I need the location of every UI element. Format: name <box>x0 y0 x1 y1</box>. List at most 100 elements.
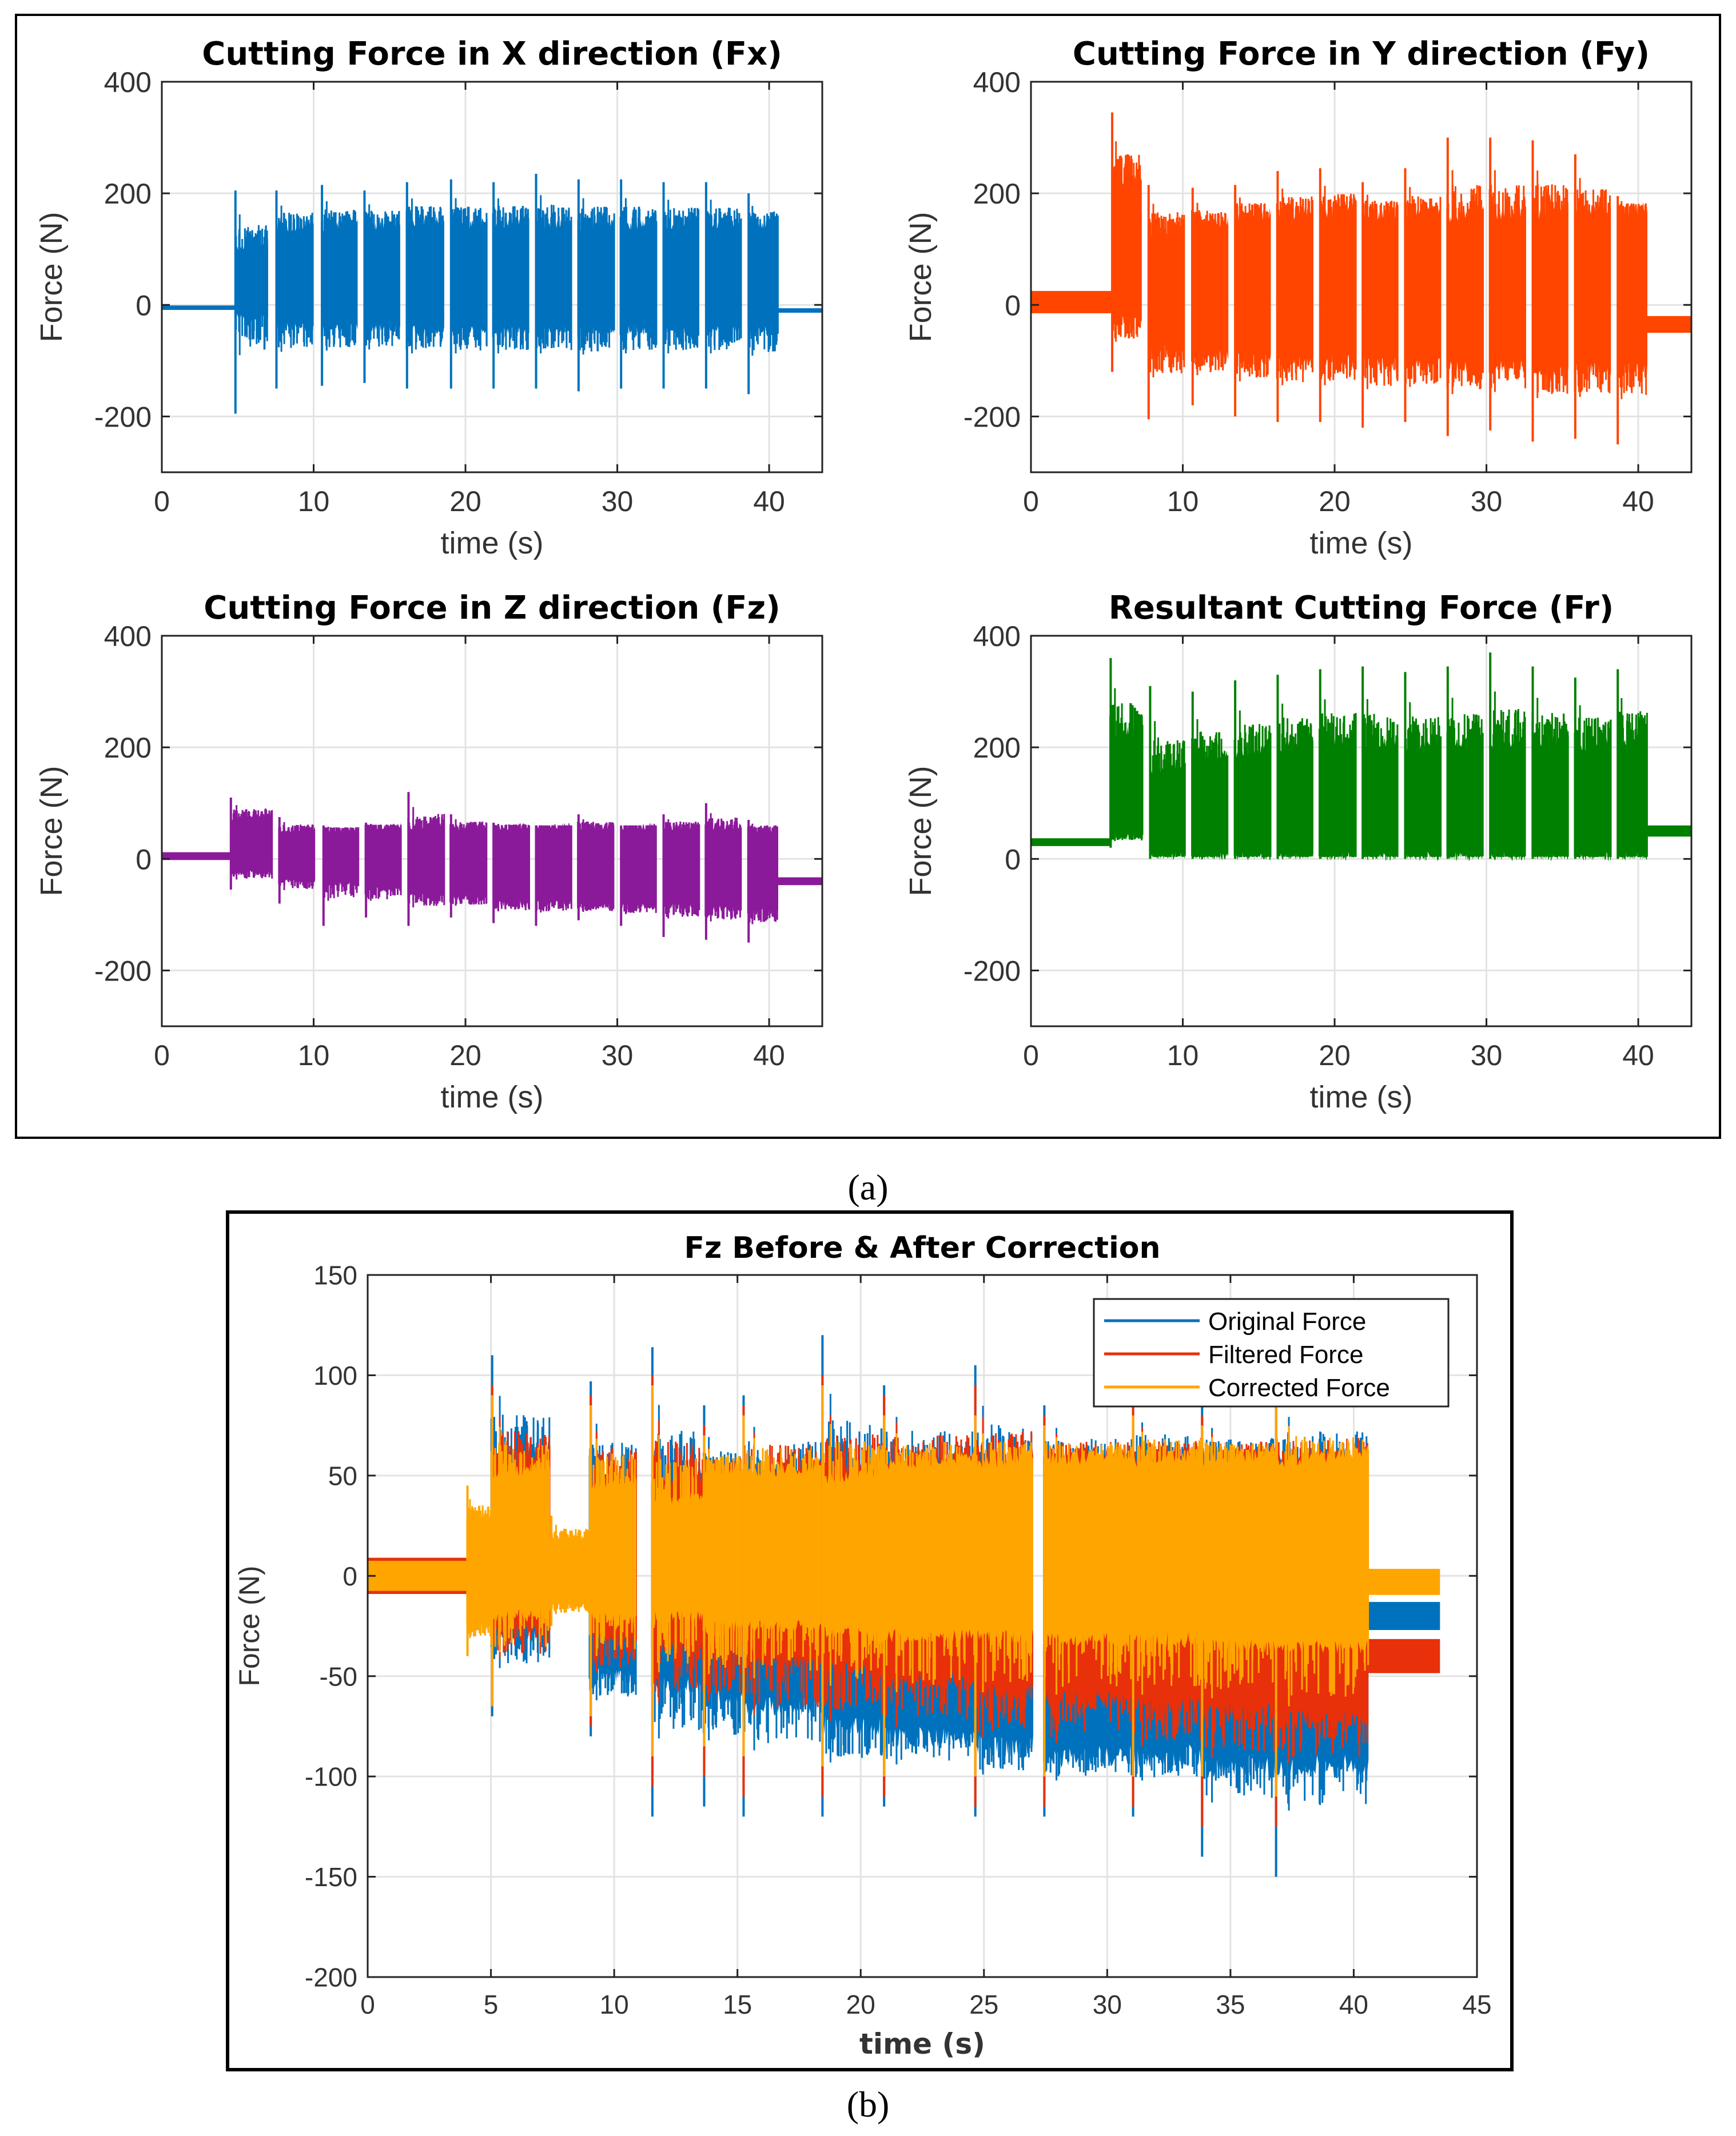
y-tick-label: -150 <box>305 1862 357 1892</box>
cutting-segment <box>1191 188 1229 405</box>
axes-box <box>161 81 823 473</box>
series-corrected-force <box>368 1385 1440 1797</box>
y-tick-label: 200 <box>973 732 1021 764</box>
x-axis-label: time (s) <box>441 1080 544 1114</box>
oscillation-texture <box>652 1458 697 1664</box>
x-tick-label: 30 <box>1471 485 1503 517</box>
x-tick-label: 20 <box>846 1990 875 2019</box>
cutting-segment <box>405 182 444 389</box>
chart-fr: 0 10 20 30 40 -200 0 200 400 Resultant Cutting Fo… <box>903 589 1693 1114</box>
y-tick-label: 0 <box>1005 843 1021 875</box>
y-tick-label: -200 <box>963 401 1021 433</box>
y-tick-label: 400 <box>973 620 1021 652</box>
x-tick-label: 10 <box>298 1039 330 1071</box>
x-tick-label: 40 <box>753 485 785 517</box>
cutting-segment <box>1275 1405 1369 1797</box>
cutting-segment <box>1616 196 1647 445</box>
chart-title: Cutting Force in X direction (Fx) <box>202 35 782 73</box>
x-tick-label: 20 <box>1319 485 1351 517</box>
x-axis-label: time (s) <box>1310 1080 1413 1114</box>
cutting-segment <box>275 190 314 389</box>
x-axis-label: time (s) <box>1310 526 1413 560</box>
oscillation-texture <box>1320 193 1357 381</box>
series-fr <box>1031 652 1691 861</box>
cutting-segment <box>1234 185 1271 417</box>
series-layer <box>1031 112 1691 445</box>
x-tick-label: 5 <box>484 1990 499 2019</box>
chart-title: Cutting Force in Z direction (Fz) <box>204 589 780 627</box>
cutting-segment <box>704 182 742 389</box>
oscillation-texture <box>1152 737 1185 858</box>
cutting-segment <box>1446 137 1484 436</box>
idle-band-before <box>1031 290 1112 313</box>
chart-fz: 0 10 20 30 40 -200 0 200 400 Cutting Force in Z d… <box>34 589 823 1114</box>
cutting-segment <box>1404 168 1442 423</box>
chart-title: Cutting Force in Y direction (Fy) <box>1073 35 1650 73</box>
x-axis-label: time (s) <box>441 526 544 560</box>
y-tick-label: 400 <box>973 66 1021 98</box>
cutting-segment <box>234 190 268 414</box>
idle-band-before <box>368 1560 467 1591</box>
series-layer <box>368 1335 1440 1877</box>
x-tick-label: 20 <box>449 1039 481 1071</box>
oscillation-texture <box>705 208 742 350</box>
cutting-segment <box>1191 691 1229 860</box>
x-tick-label: 20 <box>449 485 481 517</box>
y-tick-label: 0 <box>1005 289 1021 321</box>
y-tick-label: 100 <box>313 1361 357 1390</box>
cutting-segment <box>651 1385 703 1757</box>
cutting-segment <box>702 1435 743 1747</box>
cutting-segment <box>973 1415 1033 1777</box>
y-tick-label: 0 <box>136 289 152 321</box>
caption-a: (a) <box>847 1167 888 1208</box>
legend-label-original-force: Original Force <box>1208 1308 1366 1336</box>
cutting-segment <box>1574 678 1612 861</box>
y-tick-label: -200 <box>963 955 1021 987</box>
oscillation-texture <box>882 1442 966 1685</box>
oscillation-texture <box>1319 713 1357 858</box>
x-tick-label: 0 <box>154 1039 170 1071</box>
x-tick-label: 0 <box>1023 1039 1039 1071</box>
axes-box <box>367 1274 1478 1978</box>
oscillation-texture <box>1618 711 1648 858</box>
cutting-segment <box>662 182 699 389</box>
chart-fy: 0 10 20 30 40 -200 0 200 400 Cutting Force in Y d… <box>903 35 1693 560</box>
cutting-segment <box>577 814 615 920</box>
cutting-segment <box>535 173 572 389</box>
y-tick-label: -100 <box>305 1762 357 1792</box>
y-tick-label: 0 <box>136 843 152 875</box>
x-tick-label: 10 <box>1167 485 1199 517</box>
y-axis-label: Force (N) <box>34 212 69 342</box>
cutting-segment <box>1276 171 1313 423</box>
oscillation-texture <box>1363 714 1399 857</box>
axes-box <box>1030 81 1693 473</box>
cutting-segment <box>1361 666 1399 861</box>
cutting-segment <box>1446 666 1484 861</box>
x-tick-label: 30 <box>602 485 634 517</box>
cutting-segment <box>588 1405 636 1716</box>
chart-fx: 0 10 20 30 40 -200 0 200 400 Cutting Force in X d… <box>34 35 823 560</box>
chart-title: Resultant Cutting Force (Fr) <box>1109 589 1614 627</box>
x-tick-label: 30 <box>1471 1039 1503 1071</box>
oscillation-texture <box>662 821 700 917</box>
y-axis-label: Force (N) <box>903 212 938 342</box>
cutting-segment <box>1233 680 1272 860</box>
cutting-segment <box>322 825 360 926</box>
oscillation-texture <box>1204 1442 1274 1689</box>
y-tick-label: 200 <box>104 732 152 764</box>
x-tick-label: 40 <box>1339 1990 1368 2019</box>
oscillation-texture <box>619 206 658 350</box>
cutting-segment <box>1319 669 1357 861</box>
x-tick-label: 35 <box>1216 1990 1245 2019</box>
cutting-segment <box>882 1415 974 1777</box>
x-tick-label: 30 <box>602 1039 634 1071</box>
oscillation-texture <box>577 822 615 911</box>
y-tick-label: 400 <box>104 66 152 98</box>
cutting-segment <box>1131 1415 1202 1777</box>
cutting-segment <box>364 822 402 918</box>
oscillation-texture <box>232 808 273 879</box>
idle-band-before <box>1031 838 1110 846</box>
x-tick-label: 40 <box>1622 485 1654 517</box>
y-tick-label: 0 <box>343 1561 357 1591</box>
